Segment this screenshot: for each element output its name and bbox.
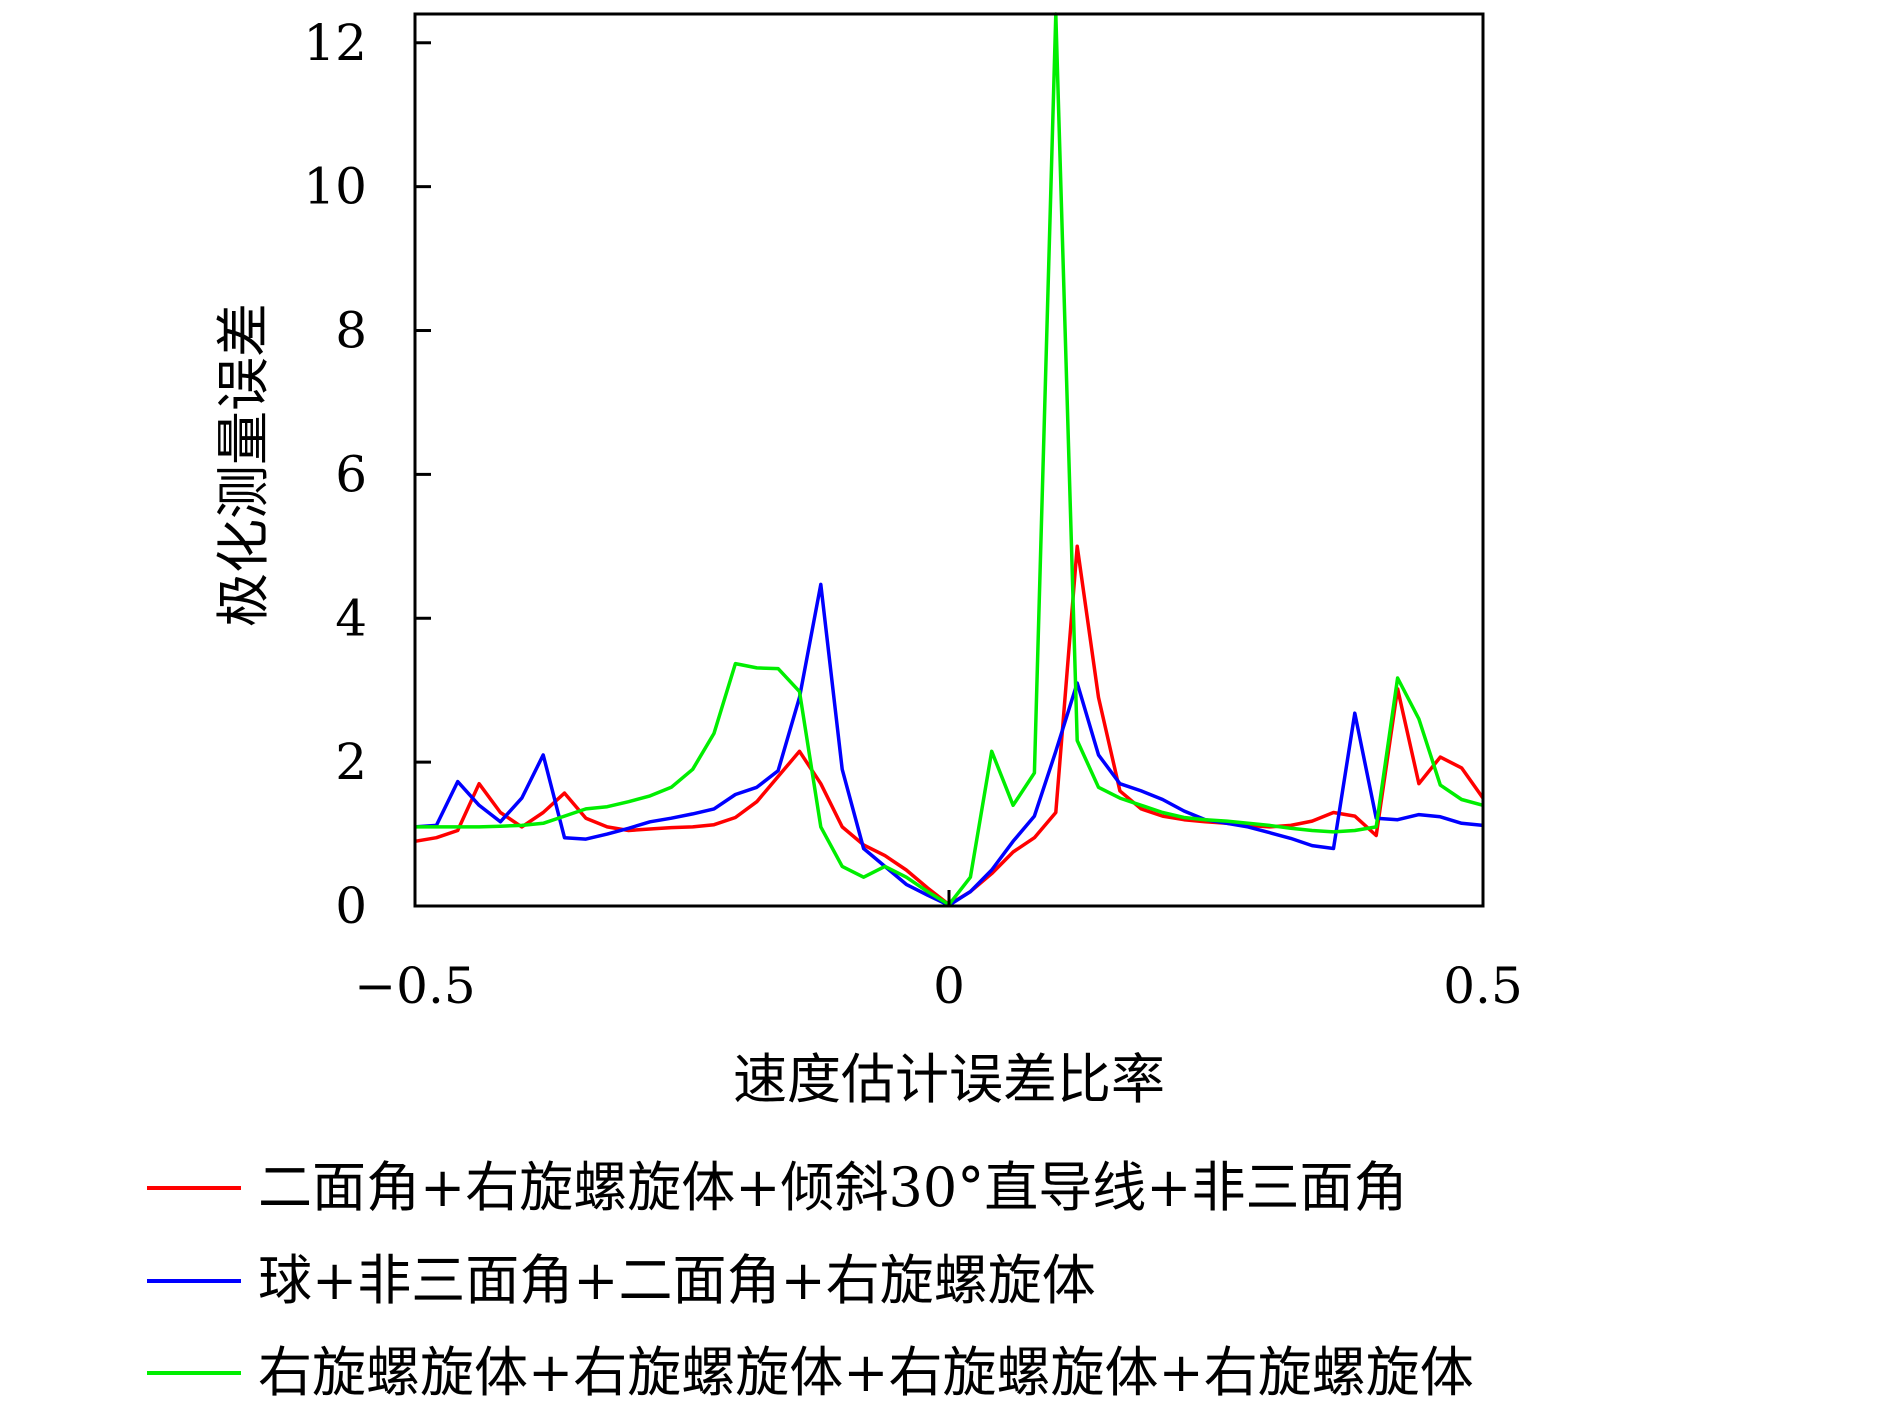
y-tick-label: 6 — [335, 445, 367, 503]
legend-item-2: 球+非三面角+二面角+右旋螺旋体 — [147, 1249, 1096, 1312]
tick-layer: 0 2 4 6 8 10 12 −0.5 0 0.5 — [303, 14, 1522, 1015]
y-tick-label: 8 — [335, 302, 367, 360]
plot-frame — [413, 12, 1485, 908]
series-line-2 — [414, 582, 1484, 908]
x-tick-label: 0.5 — [1443, 957, 1523, 1015]
series-line-3 — [415, 12, 1484, 907]
x-tick-label: −0.5 — [354, 957, 475, 1015]
y-axis-title: 极化测量误差 — [212, 303, 275, 627]
legend: 二面角+右旋螺旋体+倾斜30°直导线+非三面角球+非三面角+二面角+右旋螺旋体右… — [147, 1156, 1474, 1404]
x-axis-title: 速度估计误差比率 — [733, 1048, 1165, 1111]
y-tick-label: 2 — [335, 733, 367, 791]
legend-item-3: 右旋螺旋体+右旋螺旋体+右旋螺旋体+右旋螺旋体 — [147, 1341, 1474, 1404]
series-layer — [414, 12, 1485, 908]
y-tick-label: 0 — [335, 877, 367, 935]
x-tick-label: 0 — [933, 957, 965, 1015]
y-tick-label: 4 — [335, 589, 367, 647]
legend-label: 右旋螺旋体+右旋螺旋体+右旋螺旋体+右旋螺旋体 — [258, 1341, 1474, 1404]
series-line-1 — [414, 544, 1485, 907]
legend-item-1: 二面角+右旋螺旋体+倾斜30°直导线+非三面角 — [147, 1156, 1407, 1219]
legend-label: 球+非三面角+二面角+右旋螺旋体 — [258, 1249, 1096, 1312]
legend-label: 二面角+右旋螺旋体+倾斜30°直导线+非三面角 — [258, 1156, 1407, 1219]
y-tick-label: 12 — [303, 14, 367, 72]
y-tick-label: 10 — [303, 158, 367, 216]
